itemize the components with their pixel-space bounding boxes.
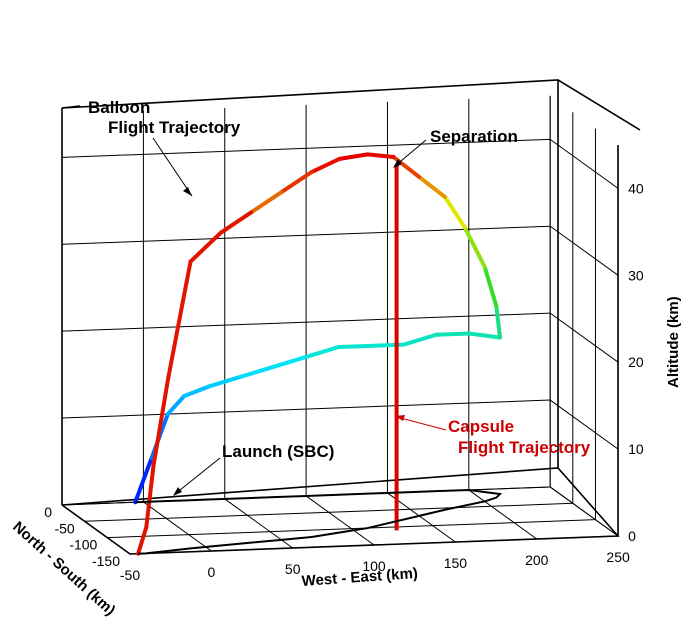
z-tick-4: 40 — [628, 180, 644, 196]
annotation-balloon: Balloon — [88, 98, 150, 117]
balloon-trajectory — [133, 152, 502, 556]
balloon-segment-19 — [365, 152, 396, 159]
z-tick-1: 10 — [628, 441, 644, 457]
balloon-segment-11 — [434, 331, 471, 337]
x-axis-label: West - East (km) — [301, 565, 418, 590]
floor-grid-xline-5 — [468, 489, 538, 540]
z-tick-labels: 0 10 20 30 40 — [628, 180, 644, 544]
balloon-segment-14 — [482, 264, 499, 309]
capsule-arrow-leader — [396, 416, 447, 431]
x-tick-5: 200 — [525, 552, 549, 568]
balloon-segment-0 — [133, 456, 154, 505]
z-tick-0: 0 — [628, 528, 636, 544]
launch-arrow-leader — [174, 457, 221, 495]
x-tick-2: 50 — [285, 561, 301, 577]
balloon-segment-6 — [271, 354, 309, 369]
balloon-segment-9 — [369, 342, 406, 348]
balloon-segment-2 — [165, 394, 187, 417]
z-tick-2: 20 — [628, 354, 644, 370]
right-grid-hline-4 — [549, 138, 619, 189]
balloon-segment-29 — [136, 525, 149, 556]
balloon-segment-23 — [249, 190, 284, 215]
balloon-segment-17 — [417, 174, 447, 199]
balloon-segment-10 — [401, 332, 439, 347]
balloon-segment-26 — [166, 259, 193, 380]
ground-track — [135, 488, 503, 555]
balloon-segment-15 — [462, 225, 487, 269]
y-tick-labels: 0-50-100-150 — [44, 504, 120, 569]
back-grid-hline-3 — [62, 225, 551, 245]
back-grid-hline-2 — [62, 312, 551, 332]
floor-grid-xline-1 — [143, 501, 212, 552]
right-grid-hline-3 — [549, 225, 619, 276]
balloon-segment-25 — [188, 230, 223, 264]
y-tick-2: -100 — [69, 537, 97, 553]
balloon-label-leader — [61, 105, 81, 109]
x-tick-labels: -50 0 50 100 150 200 250 — [120, 549, 630, 583]
annotation-launch: Launch (SBC) — [222, 442, 334, 461]
capsule-arrowhead — [395, 415, 405, 421]
annotation-balloon-trajectory: Flight Trajectory — [108, 118, 241, 137]
balloon-segment-21 — [309, 156, 342, 175]
balloon-segment-27 — [151, 375, 171, 468]
x-tick-4: 150 — [444, 555, 468, 571]
z-tick-3: 30 — [628, 267, 644, 283]
back-grid-hline-4 — [62, 138, 551, 158]
balloon-segment-5 — [239, 364, 276, 379]
back-grid-hline-1 — [62, 399, 551, 419]
balloon-ground-track — [135, 488, 503, 555]
floor-grid-xline-3 — [305, 495, 375, 546]
right-grid-hline-2 — [549, 312, 619, 363]
x-tick-1: 0 — [207, 564, 215, 580]
balloon-arrowhead — [183, 187, 192, 196]
box-outline-bottom — [61, 467, 620, 555]
launch-arrowhead — [173, 487, 182, 496]
balloon-segment-22 — [279, 170, 314, 195]
z-axis-label: Altitude (km) — [665, 296, 682, 388]
balloon-segment-4 — [206, 374, 244, 389]
annotation-capsule: Capsule — [448, 417, 514, 436]
x-tick-6: 250 — [606, 549, 630, 565]
balloon-segment-13 — [494, 304, 502, 340]
balloon-segment-28 — [144, 463, 156, 530]
balloon-segment-8 — [336, 343, 374, 350]
y-tick-1: -50 — [54, 520, 74, 536]
back-wall-grid — [61, 95, 551, 506]
balloon-segment-24 — [218, 210, 254, 235]
separation-arrowhead — [393, 159, 402, 168]
x-tick-0: -50 — [120, 567, 140, 583]
annotation-capsule-trajectory: Flight Trajectory — [458, 438, 591, 457]
floor-grid-xline-4 — [387, 492, 456, 543]
y-tick-3: -150 — [92, 553, 120, 569]
balloon-segment-3 — [182, 384, 211, 399]
balloon-segment-12 — [466, 331, 502, 340]
balloon-segment-20 — [337, 152, 370, 161]
right-grid-hline-1 — [549, 399, 619, 450]
floor-grid-yline-1 — [84, 502, 573, 522]
y-tick-0: 0 — [44, 504, 52, 520]
annotation-separation: Separation — [430, 127, 518, 146]
x-tick-3: 100 — [362, 558, 386, 574]
separation-arrow-leader — [394, 139, 427, 167]
floor-grid-yline-2 — [107, 519, 596, 539]
balloon-arrow-leader — [152, 137, 193, 197]
balloon-segment-7 — [304, 345, 341, 359]
balloon-segment-16 — [442, 194, 467, 230]
floor-grid-xline-6 — [549, 486, 619, 537]
